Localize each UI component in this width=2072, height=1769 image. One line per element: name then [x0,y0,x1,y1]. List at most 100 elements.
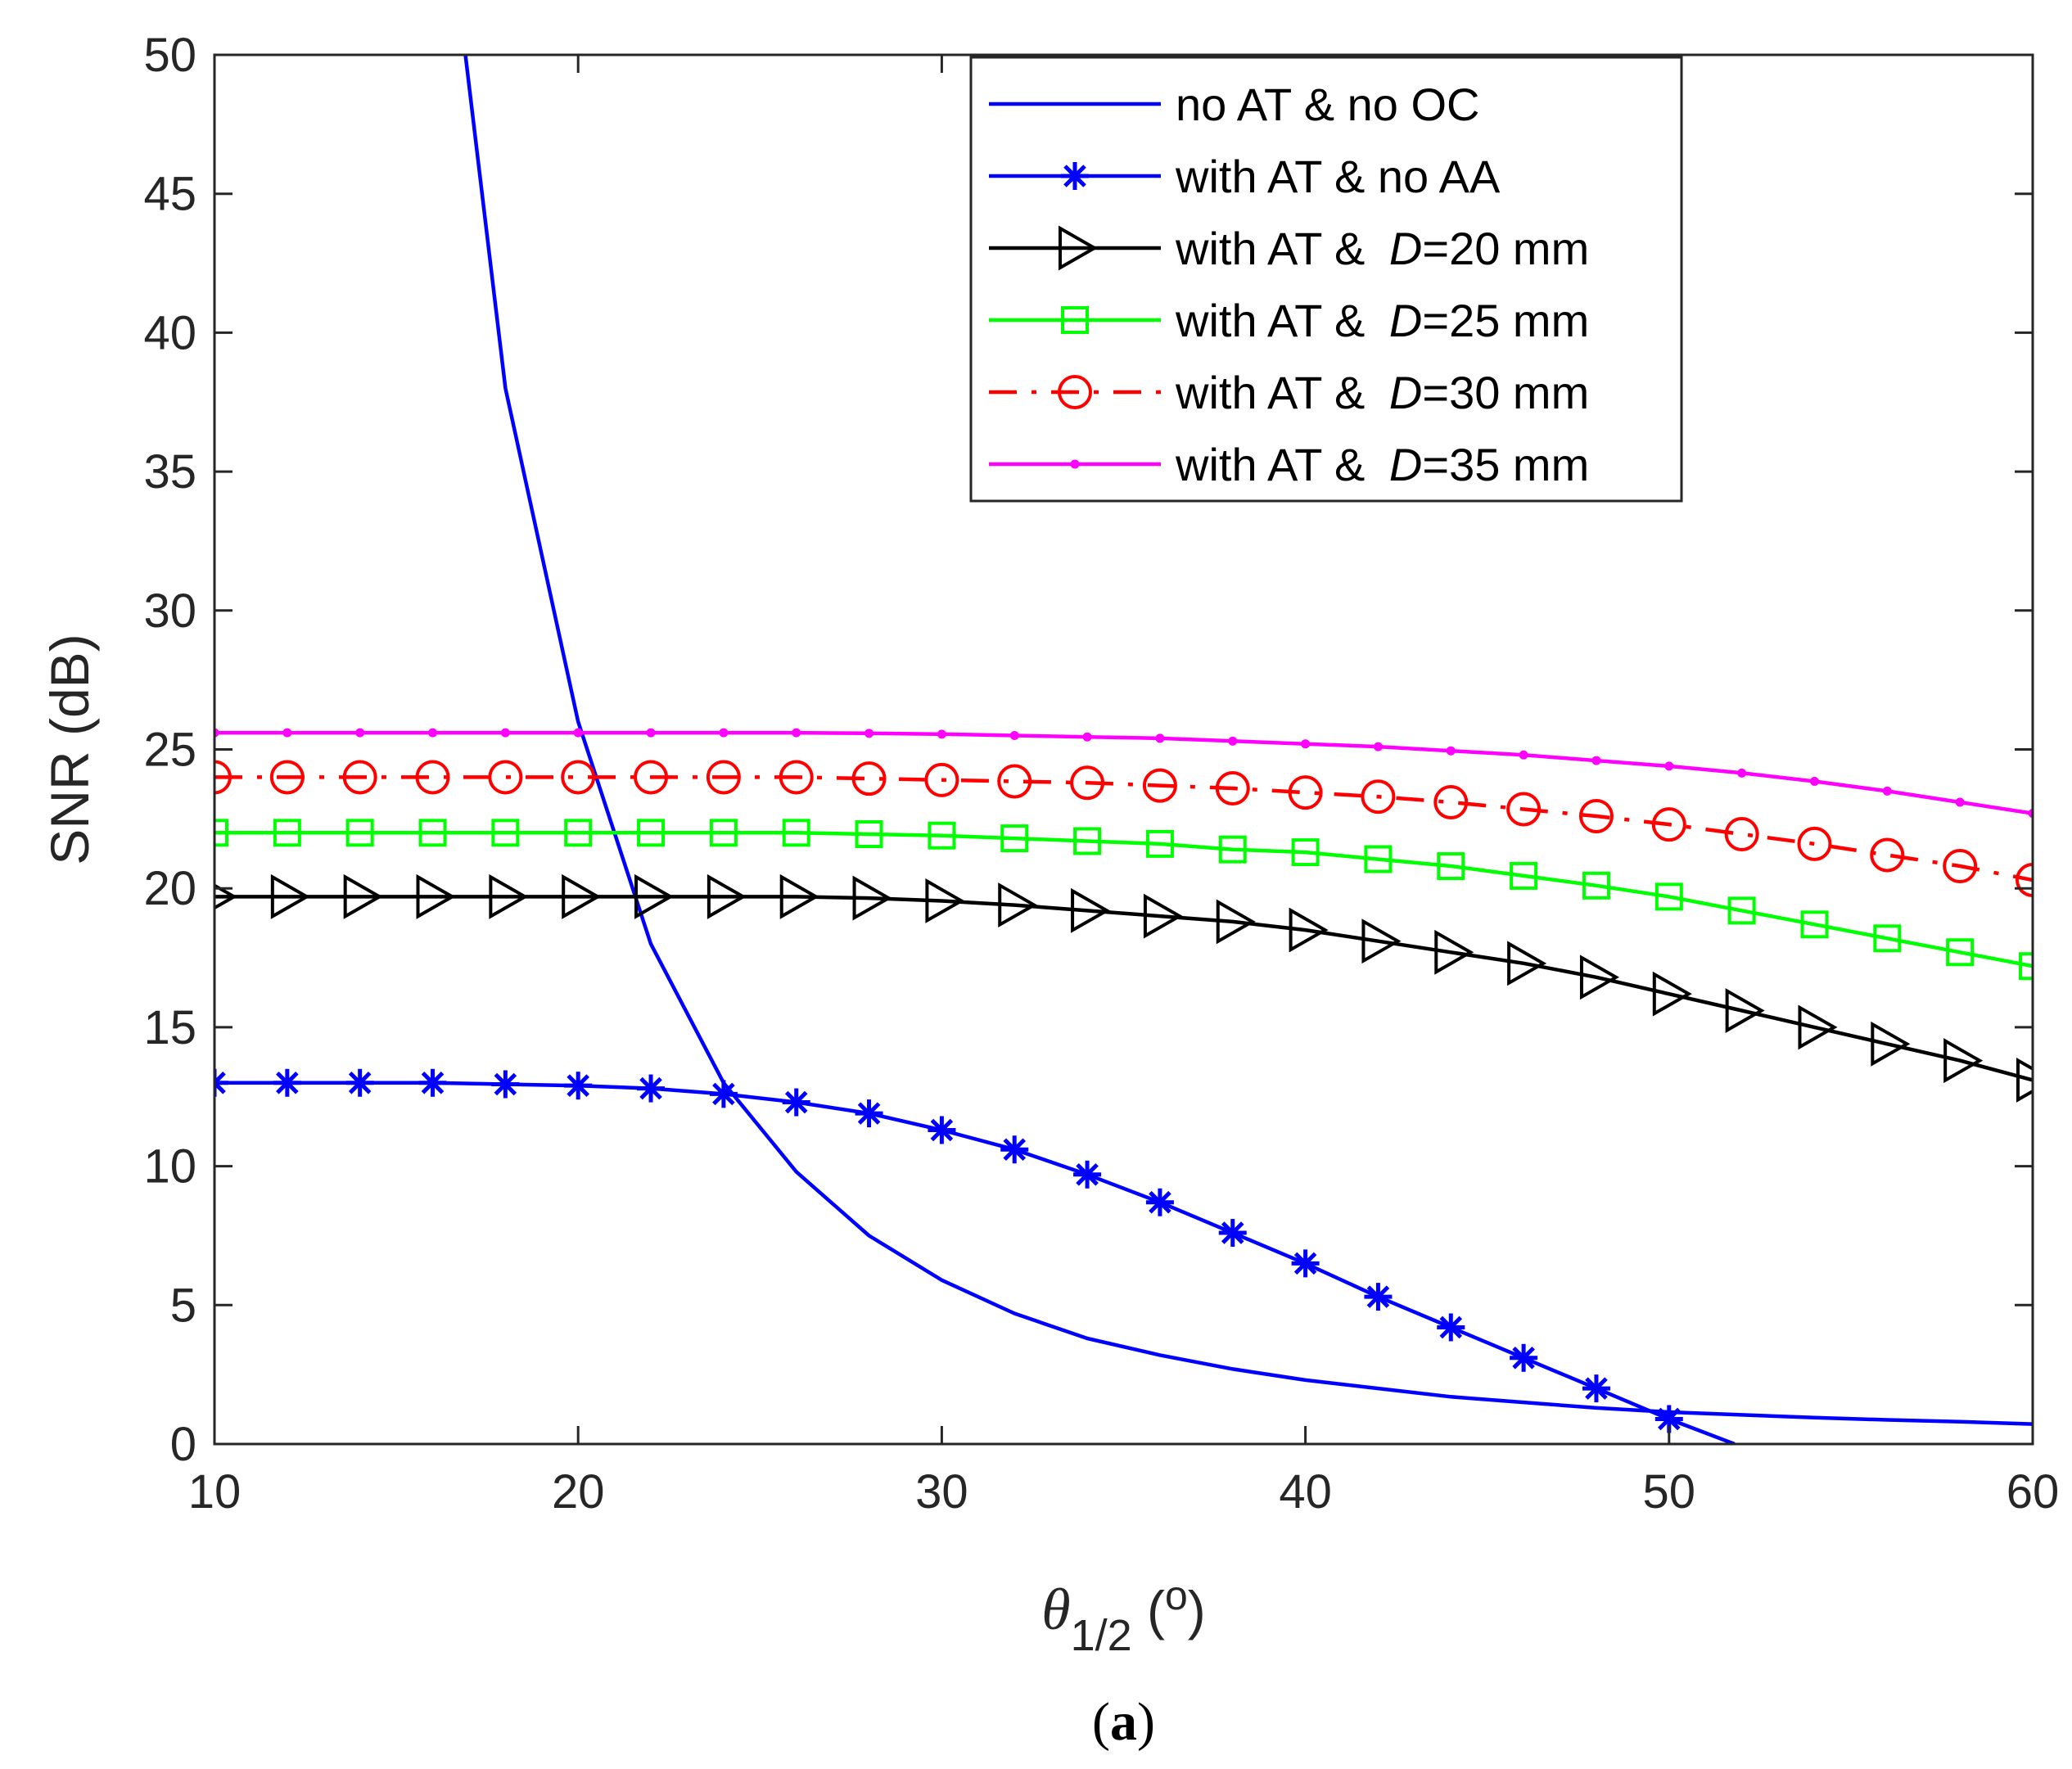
data-point [706,873,747,919]
legend-label-part: =25 mm [1422,295,1589,346]
series-5 [214,760,2033,898]
data-point [564,819,593,847]
legend-marker [1059,225,1099,271]
legend-label-part: with AT & [1175,367,1378,418]
data-point [782,1088,810,1117]
y-tick-label: 40 [143,306,196,359]
data-point [997,764,1032,799]
data-point [1882,786,1892,796]
data-point [2016,863,2033,898]
data-point [1145,829,1174,858]
data-point [779,760,814,795]
legend-entry-1: no AT & no OC [989,79,1479,130]
data-point [489,873,529,919]
data-point [273,1068,301,1097]
series-line-5 [214,775,2033,882]
legend-label-part: with AT & [1175,439,1378,490]
data-point [928,821,956,850]
data-point [282,728,292,738]
x-tick-label: 20 [552,1465,605,1519]
data-point [709,819,738,847]
data-point [1364,1283,1393,1311]
data-point [269,760,305,795]
asterisk-stroke [1003,1138,1027,1162]
caption-close: ) [1137,1692,1155,1752]
data-point [573,728,583,738]
y-tick-label: 15 [143,1001,196,1054]
series-2 [214,1068,1736,1444]
y-tick-label: 25 [143,724,196,777]
data-point [1000,824,1029,853]
legend-label-part: =35 mm [1422,439,1589,490]
data-point [1870,837,1905,873]
data-point [1143,893,1183,939]
legend-marker [1061,162,1089,190]
asterisk-stroke [494,1072,517,1096]
asterisk-stroke [857,1102,881,1125]
data-point [1437,852,1465,881]
data-point [491,1070,520,1099]
data-point [925,878,965,923]
data-point [1155,733,1165,743]
data-point [1955,797,1965,807]
legend-entry-2: with AT & no AA [989,151,1501,202]
data-point [500,728,510,738]
legend-label: with AT & D=30 mm [1175,367,1589,418]
legend-label-part: with AT & [1175,223,1378,274]
asterisk-stroke [1512,1346,1535,1370]
asterisk-stroke [567,1074,589,1097]
asterisk-stroke [639,1076,662,1100]
series-3 [214,873,2033,1103]
legend-marker [1061,306,1089,334]
asterisk-stroke [1585,1377,1608,1400]
data-point [415,760,450,795]
data-point [1579,954,1619,1000]
data-point [1943,1038,1984,1084]
asterisk-stroke [348,1071,372,1094]
data-point [1798,1004,1838,1050]
x-axis-unit-open: ( [1132,1580,1165,1640]
legend-label-part: =30 mm [1422,367,1589,418]
data-point [1664,761,1674,771]
data-point [864,729,874,738]
data-point [488,760,523,795]
data-point [1361,918,1402,964]
data-point [1000,1135,1029,1164]
y-tick-label: 5 [170,1279,196,1332]
data-point [1809,777,1819,787]
data-point [1654,1405,1683,1433]
y-tick-label: 10 [143,1140,196,1194]
data-point [1871,1021,1911,1067]
data-point [342,760,377,795]
data-point [1446,746,1456,756]
series-line-6 [214,730,2033,815]
data-point [1145,1188,1174,1216]
data-point [343,873,383,919]
data-point [928,1116,956,1144]
legend-label-part: with AT & [1175,295,1378,346]
legend-label-part: D [1389,439,1422,490]
series-layer [214,55,2033,1444]
data-point [1291,1249,1320,1278]
data-point [428,728,438,738]
x-tick-label: 10 [188,1465,242,1519]
series-line-2 [214,1081,1736,1444]
data-point [418,1068,447,1097]
data-point [1519,750,1528,760]
legend-label: with AT & D=25 mm [1175,295,1589,346]
legend-marker [1070,459,1080,469]
data-point [1070,765,1105,801]
data-point [1727,896,1756,925]
data-point [416,873,456,919]
asterisk-stroke [1063,165,1086,187]
caption-open: ( [1092,1692,1110,1752]
y-tick-label: 0 [170,1418,196,1471]
asterisk-stroke [214,1071,226,1086]
legend-entry-3: with AT & D=20 mm [989,223,1589,274]
data-point [1071,887,1111,933]
data-point [855,1099,883,1128]
data-point [1218,1219,1247,1248]
data-point [1797,826,1832,861]
data-point [709,1080,738,1108]
